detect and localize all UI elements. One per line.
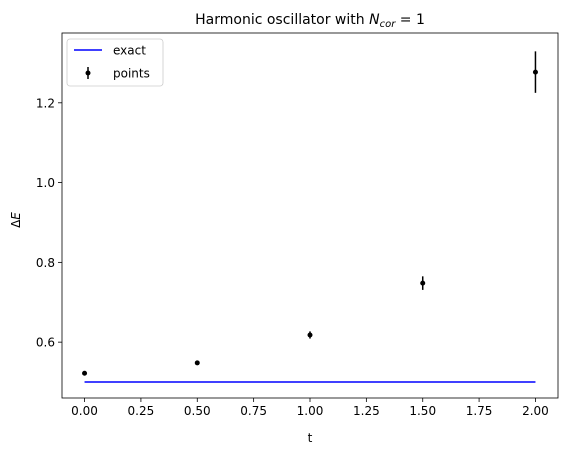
title-prefix: Harmonic oscillator with [195,12,369,28]
x-tick-label: 0.25 [128,404,155,418]
data-point [420,280,426,286]
y-tick-label: 0.6 [36,336,55,350]
data-point [532,69,538,75]
plot-area [82,51,538,383]
x-tick-label: 0.00 [71,404,98,418]
x-axis-label: t [308,431,313,445]
x-tick-label: 1.50 [409,404,436,418]
y-axis-label-delta: Δ [9,219,23,228]
x-tick-label: 2.00 [522,404,549,418]
chart-title: Harmonic oscillator with Ncor = 1 [195,12,425,30]
legend-exact-label: exact [113,44,146,58]
x-tick-label: 1.25 [353,404,380,418]
y-tick-label: 0.8 [36,256,55,270]
x-tick-label: 0.50 [184,404,211,418]
y-tick-label: 1.2 [36,96,55,110]
x-tick-label: 0.75 [240,404,267,418]
legend-points-label: points [113,67,150,81]
title-suffix: = 1 [395,12,425,28]
title-math-sub: cor [380,19,397,30]
data-point [82,370,88,376]
legend-points-marker [85,70,91,76]
data-point [194,360,200,366]
y-tick-label: 1.0 [36,176,55,190]
axis-ticks: 0.00 0.25 0.50 0.75 1.00 1.25 1.50 1.75 2.00 0.6 0… [36,96,549,418]
data-point [307,332,313,338]
legend: exact points [66,38,164,87]
y-axis-label: ΔE [9,212,23,228]
x-tick-label: 1.75 [466,404,493,418]
title-math-var: N [369,12,380,28]
axes-frame [61,32,559,399]
y-axis-label-var: E [9,212,23,220]
x-tick-label: 1.00 [297,404,324,418]
